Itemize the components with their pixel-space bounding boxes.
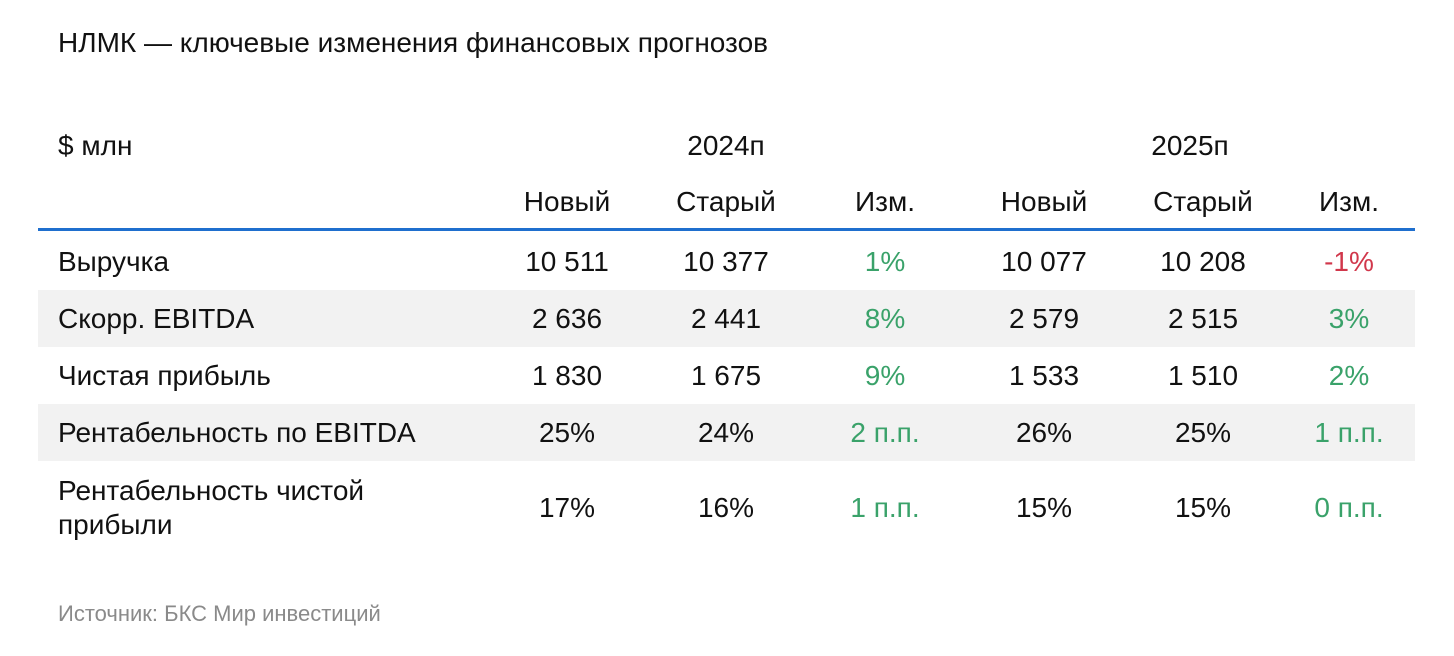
table-row-ebitda-margin: Рентабельность по EBITDA 25% 24% 2 п.п. 26% 2…	[38, 404, 1415, 461]
row-label: Выручка	[58, 245, 170, 277]
column-header-old-2025: Старый	[1153, 186, 1253, 217]
cell-change-2025: 2%	[1328, 359, 1370, 391]
column-header-new-2024: Новый	[523, 186, 611, 217]
cell-old-2025: 10 208	[1160, 245, 1246, 277]
cell-new-2025: 1 533	[1008, 359, 1080, 391]
table-row-adj-ebitda: Скорр. EBITDA 2 636 2 441 8% 2 579 2 515 3%	[38, 290, 1415, 347]
page-title: НЛМК — ключевые изменения финансовых про…	[58, 27, 769, 58]
cell-change-2025: 1 п.п.	[1314, 416, 1384, 448]
row-label: Чистая прибыль	[58, 359, 271, 391]
year-header-2025: 2025п	[1151, 130, 1229, 161]
cell-new-2025: 15%	[1015, 491, 1073, 523]
cell-new-2025: 26%	[1015, 416, 1073, 448]
column-header-change-2024: Изм.	[855, 186, 915, 217]
table-row-revenue: Выручка 10 511 10 377 1% 10 077 10 208 -1%	[38, 233, 1415, 290]
column-header-new-2025: Новый	[1000, 186, 1088, 217]
row-label: Скорр. EBITDA	[58, 302, 255, 334]
cell-change-2025: 3%	[1328, 302, 1370, 334]
cell-new-2024: 17%	[538, 491, 596, 523]
row-label: Рентабельность чистой прибыли	[58, 474, 365, 540]
cell-old-2025: 1 510	[1167, 359, 1239, 391]
table-row-net-margin: Рентабельность чистой прибыли 17% 16% 1 п.п…	[38, 461, 1415, 554]
cell-old-2024: 2 441	[690, 302, 762, 334]
cell-old-2025: 2 515	[1167, 302, 1239, 334]
cell-old-2024: 16%	[697, 491, 755, 523]
cell-change-2024: 1%	[864, 245, 906, 277]
cell-new-2025: 10 077	[1001, 245, 1087, 277]
cell-old-2025: 25%	[1174, 416, 1232, 448]
cell-old-2024: 10 377	[683, 245, 769, 277]
cell-change-2024: 1 п.п.	[850, 491, 920, 523]
cell-new-2025: 2 579	[1008, 302, 1080, 334]
column-header-change-2025: Изм.	[1319, 186, 1379, 217]
table-row-net-income: Чистая прибыль 1 830 1 675 9% 1 533 1 510 2%	[38, 347, 1415, 404]
cell-change-2024: 8%	[864, 302, 906, 334]
cell-old-2024: 1 675	[690, 359, 762, 391]
unit-label: $ млн	[58, 130, 133, 161]
cell-change-2024: 2 п.п.	[850, 416, 920, 448]
cell-new-2024: 25%	[538, 416, 596, 448]
cell-old-2025: 15%	[1174, 491, 1232, 523]
cell-change-2025: 0 п.п.	[1314, 491, 1384, 523]
cell-change-2025: -1%	[1324, 245, 1374, 277]
source-note: Источник: БКС Мир инвестиций	[58, 601, 381, 626]
cell-new-2024: 1 830	[531, 359, 603, 391]
year-header-2024: 2024п	[687, 130, 765, 161]
cell-new-2024: 2 636	[531, 302, 603, 334]
cell-new-2024: 10 511	[525, 245, 609, 277]
header-divider	[38, 228, 1415, 231]
cell-change-2024: 9%	[864, 359, 906, 391]
row-label: Рентабельность по EBITDA	[58, 416, 416, 448]
cell-old-2024: 24%	[697, 416, 755, 448]
column-header-old-2024: Старый	[676, 186, 776, 217]
